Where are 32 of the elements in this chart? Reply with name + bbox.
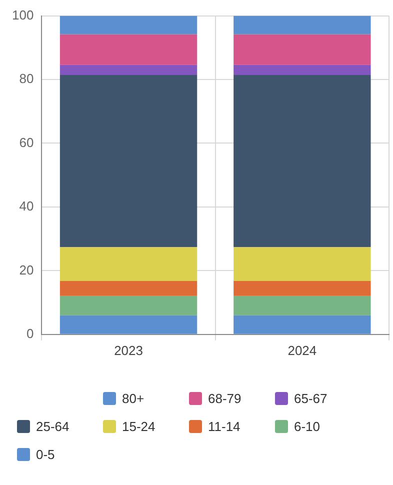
legend-label: 15-24 (122, 419, 156, 434)
bar (60, 247, 198, 281)
legend-label: 68-79 (208, 391, 242, 406)
legend-label: 0-5 (36, 447, 55, 462)
legend-label: 6-10 (294, 419, 320, 434)
bar (60, 315, 198, 334)
bar (234, 34, 371, 65)
bar (234, 296, 371, 316)
legend-label: 11-14 (208, 419, 240, 434)
bar (60, 75, 198, 248)
y-tick-label: 20 (19, 262, 34, 278)
bar (234, 64, 371, 76)
bar (234, 315, 371, 334)
y-tick-label: 40 (19, 198, 34, 214)
y-tick-label: 60 (19, 134, 34, 150)
bar (60, 16, 198, 34)
y-tick-label: 0 (26, 326, 34, 341)
bar (234, 247, 371, 281)
legend-label: 65-67 (294, 391, 328, 406)
bar (234, 280, 371, 296)
bar (234, 16, 371, 34)
bar (234, 75, 371, 248)
legend-label: 25-64 (36, 419, 70, 434)
bar (60, 64, 198, 76)
x-tick-label: 2024 (288, 342, 317, 358)
bar (60, 280, 198, 296)
y-tick-label: 80 (19, 71, 34, 86)
x-tick-label: 2023 (114, 342, 143, 358)
bar (60, 34, 198, 65)
y-tick-label: 100 (12, 7, 34, 22)
legend-label: 80+ (122, 391, 144, 406)
bar (60, 296, 198, 316)
